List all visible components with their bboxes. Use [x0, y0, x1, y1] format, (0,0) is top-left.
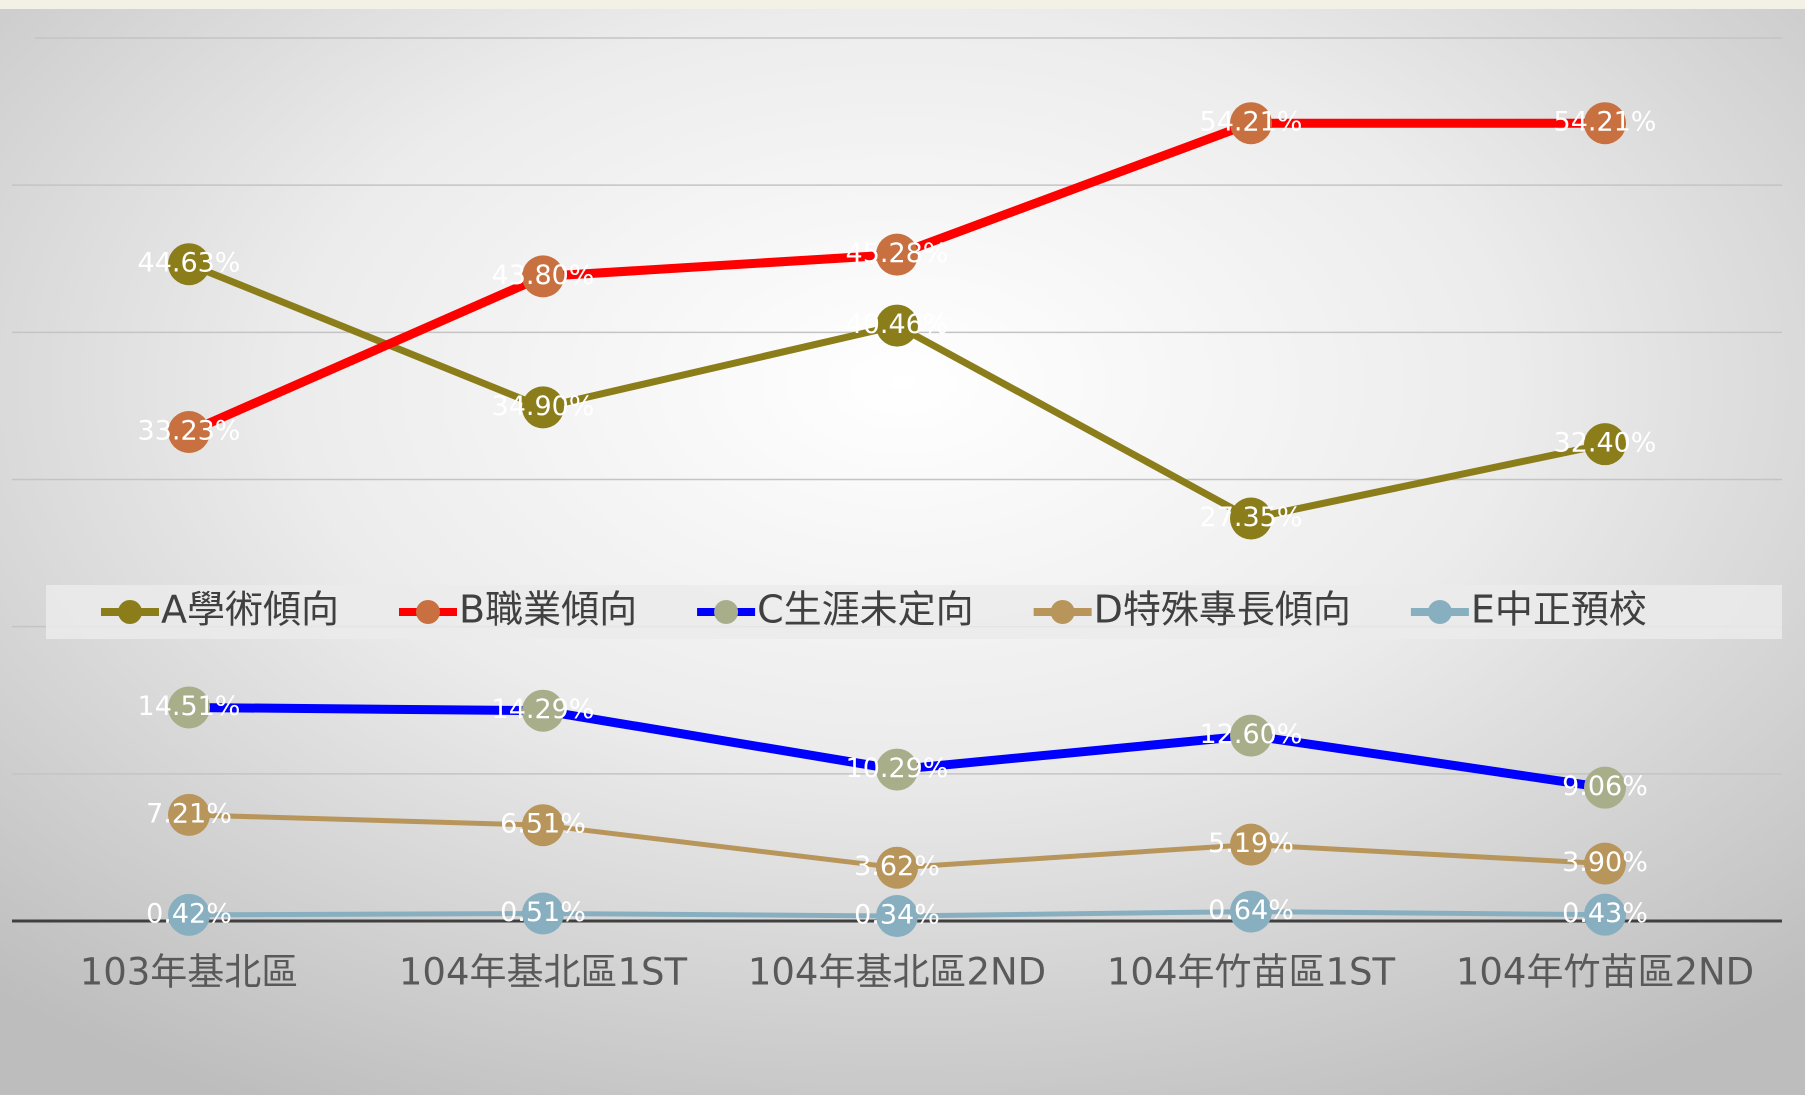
data-label: 9.06%	[1562, 771, 1648, 802]
data-point	[1230, 714, 1272, 757]
x-tick-label: 104年基北區2ND	[748, 951, 1046, 994]
data-point	[876, 846, 918, 889]
data-label: 0.51%	[500, 897, 586, 928]
data-point	[522, 386, 564, 429]
legend-marker	[714, 600, 739, 624]
data-point	[876, 304, 918, 347]
data-label: 0.34%	[854, 899, 940, 930]
data-label: 34.90%	[492, 391, 595, 422]
data-label: 7.21%	[146, 798, 232, 829]
data-label: 14.29%	[492, 694, 595, 725]
legend-label: C生涯未定向	[757, 588, 974, 632]
data-label: 45.28%	[846, 238, 949, 269]
data-point	[1584, 102, 1626, 145]
data-point	[1230, 102, 1272, 145]
data-label: 54.21%	[1200, 107, 1303, 138]
data-point	[1584, 842, 1626, 885]
data-label: 0.64%	[1208, 895, 1294, 926]
data-point	[876, 894, 918, 937]
legend-label: A學術傾向	[161, 588, 339, 632]
data-point	[168, 410, 210, 453]
data-point	[1230, 890, 1272, 933]
data-label: 44.63%	[138, 248, 241, 279]
data-point	[876, 233, 918, 276]
legend-label: E中正預校	[1471, 588, 1647, 632]
data-point	[876, 748, 918, 791]
data-label: 10.29%	[846, 753, 949, 784]
legend-label: B職業傾向	[459, 588, 637, 632]
data-point	[522, 804, 564, 847]
data-point	[1584, 766, 1626, 809]
top-strip	[0, 0, 1805, 9]
data-label: 6.51%	[500, 809, 586, 840]
legend-marker	[416, 600, 440, 624]
data-label: 27.35%	[1200, 502, 1303, 533]
legend-label: D特殊專長傾向	[1094, 588, 1351, 632]
data-point	[1230, 823, 1272, 866]
legend-box	[46, 585, 1782, 639]
data-label: 43.80%	[492, 260, 595, 291]
data-point	[168, 893, 210, 936]
data-point	[522, 255, 564, 298]
legend-marker	[118, 600, 142, 624]
data-label: 3.62%	[854, 851, 940, 882]
x-tick-label: 103年基北區	[80, 951, 299, 994]
data-label: 12.60%	[1200, 719, 1303, 750]
data-label: 32.40%	[1554, 428, 1657, 459]
data-label: 5.19%	[1208, 828, 1294, 859]
legend-marker	[1427, 600, 1452, 624]
data-point	[168, 793, 210, 836]
data-label: 40.46%	[846, 309, 949, 340]
data-label: 0.43%	[1562, 898, 1648, 929]
data-point	[522, 689, 564, 732]
data-point	[168, 686, 210, 729]
data-point	[168, 243, 210, 286]
data-label: 0.42%	[146, 898, 232, 929]
data-point	[1584, 893, 1626, 936]
x-tick-label: 104年竹苗區2ND	[1456, 951, 1754, 994]
legend-marker	[1050, 600, 1075, 624]
data-label: 14.51%	[138, 691, 241, 722]
data-point	[1230, 497, 1272, 540]
data-point	[522, 892, 564, 935]
x-tick-label: 104年基北區1ST	[399, 951, 688, 994]
data-label: 33.23%	[138, 415, 241, 446]
data-label: 3.90%	[1562, 847, 1648, 878]
data-label: 54.21%	[1554, 107, 1657, 138]
data-point	[1584, 423, 1626, 466]
x-tick-label: 104年竹苗區1ST	[1107, 951, 1396, 994]
